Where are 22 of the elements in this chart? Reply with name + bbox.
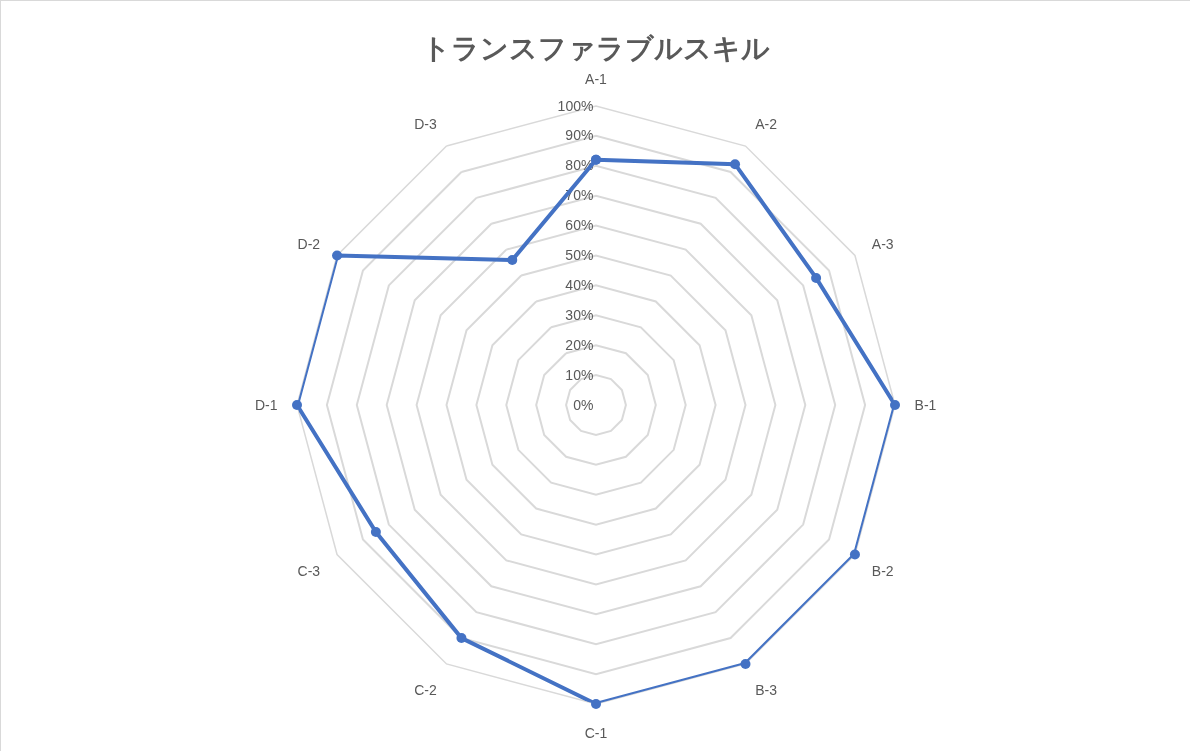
spoke-label: D-1 (254, 396, 278, 413)
spoke-label: C-2 (414, 682, 437, 699)
spoke-label: A-2 (755, 116, 778, 133)
y-tick-label: 90% (565, 127, 594, 144)
spoke-label: A-1 (585, 70, 608, 87)
spoke-label: B-2 (871, 562, 894, 579)
y-tick-label: 60% (565, 217, 594, 234)
y-tick-label: 40% (565, 276, 594, 293)
y-tick-label: 0% (573, 396, 594, 413)
spoke-label: C-1 (584, 724, 608, 741)
spoke-label: B-3 (755, 682, 778, 699)
y-tick-label: 10% (565, 366, 594, 383)
spoke-label: C-3 (297, 562, 321, 579)
y-tick-label: 50% (565, 247, 594, 264)
y-tick-label: 100% (557, 97, 594, 114)
y-tick-label: 30% (565, 306, 594, 323)
spoke-label: D-3 (414, 116, 437, 133)
chart-title: トランスファラブルスキル (422, 32, 770, 66)
y-tick-label: 20% (565, 336, 594, 353)
spoke-label: A-3 (871, 235, 894, 252)
spoke-label: B-1 (914, 396, 937, 413)
spoke-label: D-2 (297, 235, 321, 252)
